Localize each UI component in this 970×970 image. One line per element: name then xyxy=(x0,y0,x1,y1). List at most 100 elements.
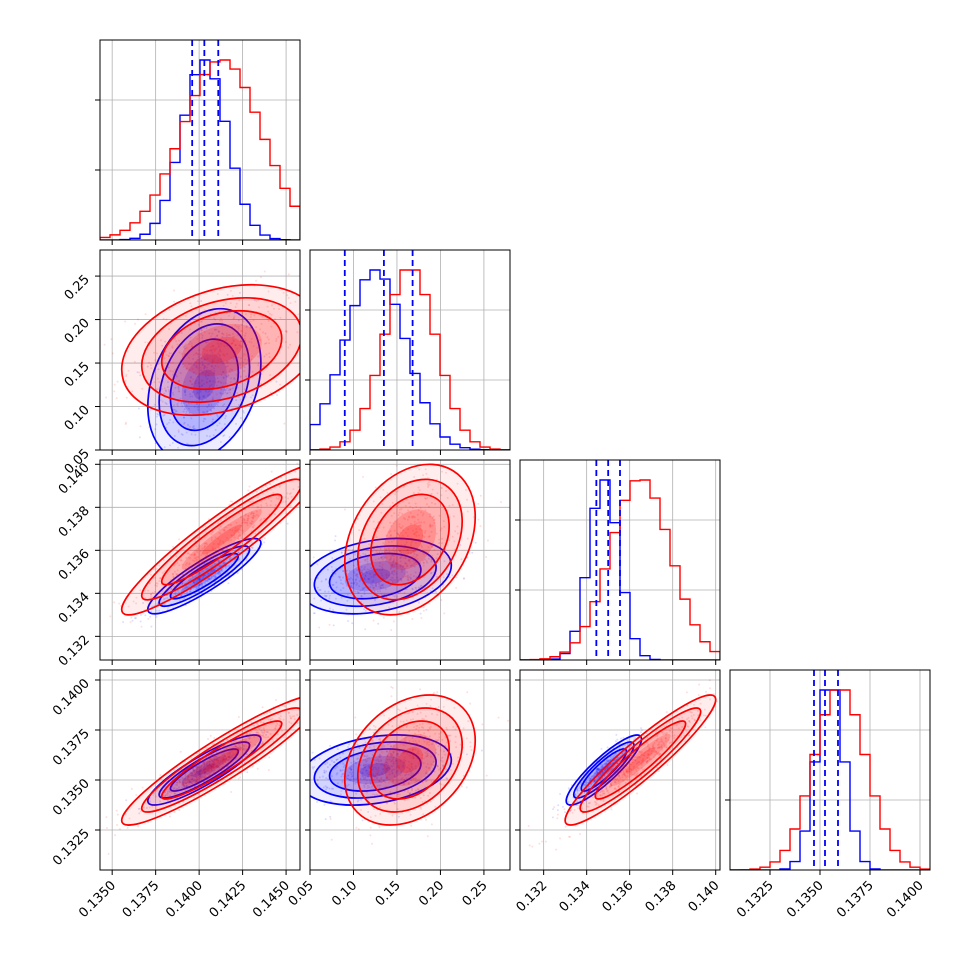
sample-point xyxy=(210,383,213,386)
sample-point xyxy=(192,767,195,770)
sample-point xyxy=(373,599,376,602)
sample-point xyxy=(366,754,369,757)
sample-point xyxy=(391,554,394,557)
sample-point xyxy=(220,317,223,320)
sample-point xyxy=(285,330,288,333)
sample-point xyxy=(225,339,228,342)
sample-point xyxy=(230,342,233,345)
sample-point xyxy=(393,557,396,560)
sample-point xyxy=(411,588,414,591)
sample-point xyxy=(399,550,402,553)
sample-point xyxy=(214,318,217,321)
sample-point xyxy=(135,793,138,796)
sample-point xyxy=(249,323,252,326)
sample-point xyxy=(419,528,422,531)
sample-point xyxy=(189,336,192,339)
sample-point xyxy=(229,381,232,384)
sample-point xyxy=(353,581,356,584)
sample-point xyxy=(410,556,413,559)
sample-point xyxy=(137,825,140,828)
sample-point xyxy=(199,550,202,553)
sample-point xyxy=(163,791,166,794)
sample-point xyxy=(133,617,136,620)
sample-point xyxy=(163,413,166,416)
sample-point xyxy=(203,776,206,779)
sample-point xyxy=(231,332,234,335)
sample-point xyxy=(480,749,483,752)
sample-point xyxy=(217,756,220,759)
sample-point xyxy=(212,542,215,545)
sample-point xyxy=(209,380,212,383)
sample-point xyxy=(182,416,185,419)
sample-point xyxy=(199,777,202,780)
sample-point xyxy=(442,750,445,753)
sample-point xyxy=(350,768,353,771)
sample-point xyxy=(193,796,196,799)
sample-point xyxy=(171,345,174,348)
sample-point xyxy=(214,765,217,768)
sample-point xyxy=(246,519,249,522)
sample-point xyxy=(193,563,196,566)
sample-point xyxy=(201,354,204,357)
sample-point xyxy=(153,568,156,571)
sample-point xyxy=(286,294,289,297)
sample-point xyxy=(174,368,177,371)
sample-point xyxy=(222,435,225,438)
sample-point xyxy=(267,290,270,293)
sample-point xyxy=(379,586,382,589)
sample-point xyxy=(204,373,207,376)
sample-point xyxy=(371,580,374,583)
sample-point xyxy=(345,777,348,780)
sample-point xyxy=(404,557,407,560)
sample-point xyxy=(350,765,353,768)
sample-point xyxy=(206,772,209,775)
sample-point xyxy=(241,749,244,752)
sample-point xyxy=(206,410,209,413)
sample-point xyxy=(157,363,160,366)
sample-point xyxy=(242,748,245,751)
sample-point xyxy=(227,761,230,764)
sample-point xyxy=(235,422,238,425)
sample-point xyxy=(223,403,226,406)
sample-point xyxy=(229,500,232,503)
sample-point xyxy=(220,569,223,572)
sample-point xyxy=(405,538,408,541)
sample-point xyxy=(222,354,225,357)
sample-point xyxy=(161,590,164,593)
histogram-series xyxy=(310,269,510,450)
sample-point xyxy=(208,769,211,772)
sample-point xyxy=(275,340,278,343)
sample-point xyxy=(296,331,299,334)
sample-point xyxy=(204,390,207,393)
sample-point xyxy=(156,377,159,380)
sample-point xyxy=(193,427,196,430)
sample-point xyxy=(326,761,329,764)
sample-point xyxy=(206,579,209,582)
sample-point xyxy=(409,560,412,563)
sample-point xyxy=(422,605,425,608)
sample-point xyxy=(179,750,182,753)
sample-point xyxy=(198,536,201,539)
sample-point xyxy=(198,362,201,365)
sample-point xyxy=(210,765,213,768)
sample-point xyxy=(144,341,147,344)
sample-point xyxy=(206,770,209,773)
sample-point xyxy=(287,346,290,349)
sample-point xyxy=(406,518,409,521)
sample-point xyxy=(203,772,206,775)
sample-point xyxy=(222,377,225,380)
sample-point xyxy=(94,845,96,847)
sample-point xyxy=(393,595,396,598)
sample-point xyxy=(208,389,211,392)
sample-point xyxy=(234,745,237,748)
sample-point xyxy=(226,365,229,368)
sample-point xyxy=(353,590,356,593)
sample-point xyxy=(217,550,220,553)
sample-point xyxy=(616,738,619,741)
sample-point xyxy=(174,563,177,566)
sample-point xyxy=(208,763,211,766)
sample-point xyxy=(267,338,270,341)
sample-point xyxy=(390,556,393,559)
sample-point xyxy=(233,745,236,748)
sample-point xyxy=(431,587,434,590)
